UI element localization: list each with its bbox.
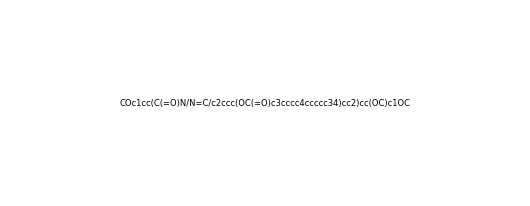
Text: COc1cc(C(=O)N/N=C/c2ccc(OC(=O)c3cccc4ccccc34)cc2)cc(OC)c1OC: COc1cc(C(=O)N/N=C/c2ccc(OC(=O)c3cccc4ccc… bbox=[119, 98, 411, 108]
